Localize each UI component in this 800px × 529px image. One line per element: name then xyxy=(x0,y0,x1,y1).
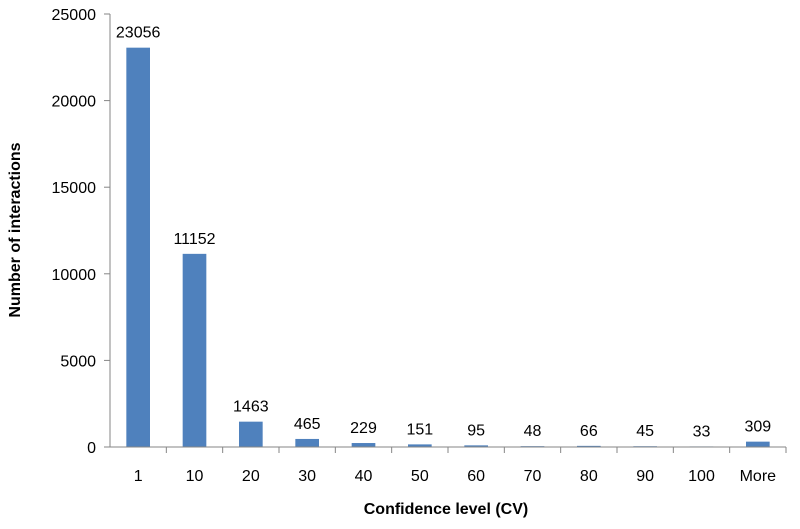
data-label: 45 xyxy=(636,423,654,440)
data-label: 66 xyxy=(580,423,598,440)
bars xyxy=(126,47,770,448)
data-label: 1463 xyxy=(233,399,269,416)
bar xyxy=(126,47,150,448)
x-tick-label: 1 xyxy=(134,468,143,485)
data-label: 23056 xyxy=(116,25,161,42)
x-tick-label: 30 xyxy=(298,468,316,485)
x-tick-label: 20 xyxy=(242,468,260,485)
bar xyxy=(239,421,263,447)
data-label: 309 xyxy=(744,419,771,436)
y-tick-label: 10000 xyxy=(52,267,97,284)
data-label: 11152 xyxy=(173,231,215,248)
data-labels: 23056 11152 1463 465 229 151 95 48 66 45 33 309 xyxy=(116,25,771,441)
y-tick-label: 0 xyxy=(87,440,96,457)
x-tick-label: 60 xyxy=(467,468,485,485)
bar xyxy=(351,443,376,447)
x-axis-title: Confidence level (CV) xyxy=(364,501,528,518)
y-tick-label: 20000 xyxy=(52,94,97,111)
x-tick-label: 100 xyxy=(688,468,715,485)
x-tick-label: 50 xyxy=(411,468,429,485)
y-tick-label: 25000 xyxy=(52,7,97,24)
x-tick-label: 80 xyxy=(580,468,598,485)
bar xyxy=(746,441,770,447)
data-label: 95 xyxy=(467,422,485,439)
x-tick-label: 10 xyxy=(186,468,204,485)
x-tick-label: 40 xyxy=(355,468,373,485)
bar xyxy=(408,444,432,447)
y-axis-title: Number of interactions xyxy=(7,142,24,317)
bar xyxy=(182,253,207,447)
y-tick-label: 15000 xyxy=(52,180,97,197)
bar xyxy=(464,445,488,447)
x-tick-label: 90 xyxy=(636,468,654,485)
data-label: 33 xyxy=(693,423,711,440)
bar xyxy=(295,438,319,447)
data-label: 465 xyxy=(294,416,321,433)
x-axis-ticks: 1 10 20 30 40 50 60 70 80 90 100 More xyxy=(134,447,787,485)
x-tick-label: 70 xyxy=(524,468,542,485)
data-label: 151 xyxy=(406,421,433,438)
y-axis-ticks: 0 5000 10000 15000 20000 25000 xyxy=(52,7,110,457)
bar xyxy=(577,445,601,447)
x-tick-label: More xyxy=(740,468,777,485)
data-label: 48 xyxy=(524,423,542,440)
y-tick-label: 5000 xyxy=(60,353,96,370)
data-label: 229 xyxy=(350,420,377,437)
